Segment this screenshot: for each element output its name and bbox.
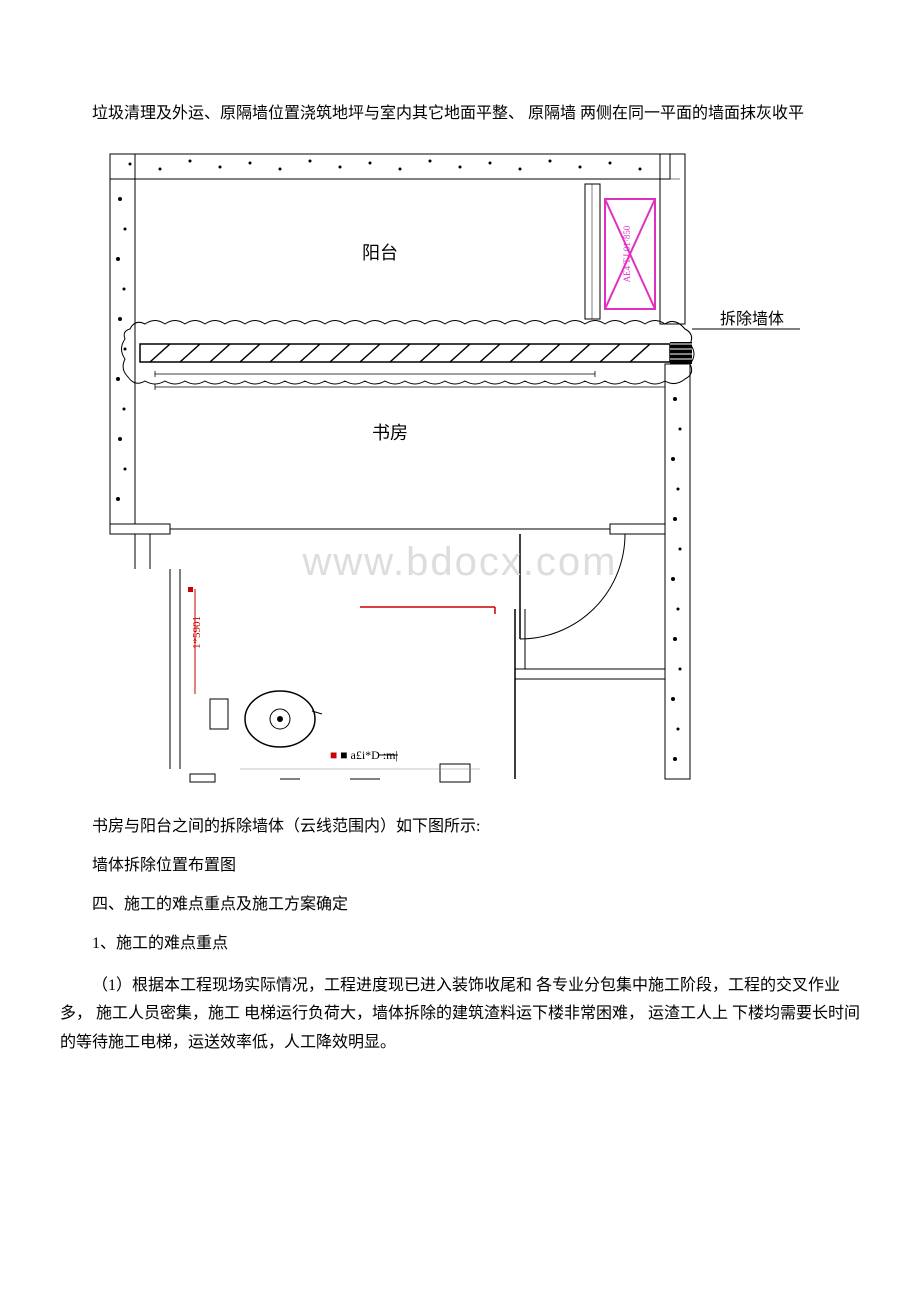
intro-paragraph: 垃圾清理及外运、原隔墙位置浇筑地坪与室内其它地面平整、 原隔墙 两侧在同一平面的…: [60, 100, 860, 129]
fixture-circle: [245, 691, 322, 747]
demolish-label: 拆除墙体: [720, 310, 784, 328]
wall-seg-bl: [110, 524, 170, 534]
caption-1: 书房与阳台之间的拆除墙体（云线范围内）如下图所示:: [60, 809, 860, 844]
paragraph-1: （1）根据本工程现场实际情况，工程进度现已进入装饰收尾和 各专业分包集中施工阶段…: [60, 972, 860, 1058]
demolish-wall-hatch: [140, 344, 670, 362]
floor-plan-diagram: AE4 T.L01·850 阳台: [100, 149, 820, 789]
room-label-study: 书房: [372, 423, 408, 443]
door-arc: [520, 534, 625, 639]
svg-text:AE4 T.L01·850: AE4 T.L01·850: [622, 225, 632, 282]
magenta-marker-box: AE4 T.L01·850: [605, 199, 655, 309]
wall-left: [110, 154, 135, 524]
room-label-balcony: 阳台: [362, 243, 398, 263]
point-1: 1、施工的难点重点: [60, 926, 860, 961]
cloud-line: [122, 320, 695, 384]
dim-red-text: 1*5901: [191, 616, 203, 649]
window-frame: [585, 184, 600, 319]
caption-2: 墙体拆除位置布置图: [60, 848, 860, 883]
section-4-heading: 四、施工的难点重点及施工方案确定: [60, 887, 860, 922]
diagram-svg: AE4 T.L01·850 阳台: [100, 149, 820, 789]
wall-right-lower: [665, 364, 690, 779]
column-marker: [670, 342, 692, 364]
wall-hatch-top: [110, 154, 670, 179]
